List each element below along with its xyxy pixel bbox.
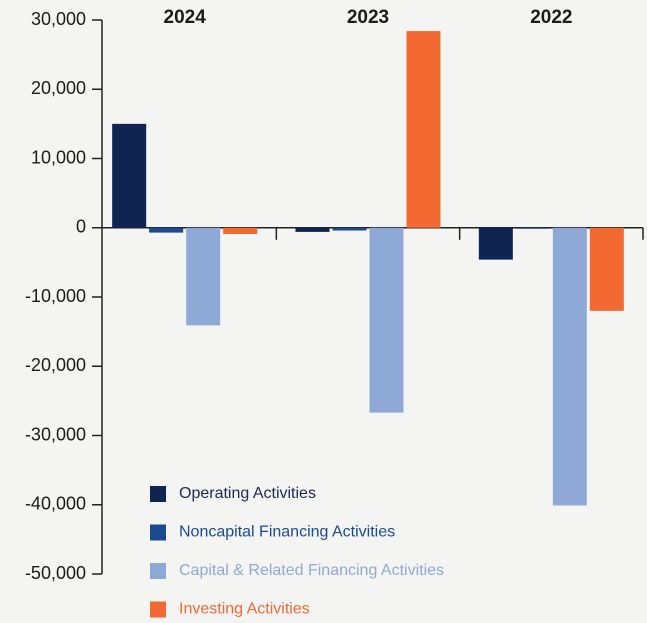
bar: [406, 31, 441, 228]
y-tick-label: 30,000: [31, 9, 86, 29]
y-tick-label: -30,000: [25, 424, 86, 444]
bar: [332, 227, 367, 231]
bar: [552, 227, 587, 506]
legend-swatch: [150, 563, 166, 579]
legend-swatch: [150, 601, 166, 618]
y-tick-label: -10,000: [25, 286, 86, 306]
category-label: 2022: [530, 7, 572, 28]
legend-label: Noncapital Financing Activities: [179, 524, 395, 541]
bar: [589, 227, 624, 311]
legend-swatch: [150, 524, 166, 541]
y-tick-label: -20,000: [25, 355, 86, 375]
y-tick-label: 0: [76, 217, 86, 237]
bar: [295, 227, 330, 232]
y-tick-label: -40,000: [25, 494, 86, 514]
legend-label: Capital & Related Financing Activities: [179, 562, 444, 579]
category-label: 2024: [164, 7, 207, 28]
y-tick-label: 20,000: [31, 78, 86, 98]
legend-label: Operating Activities: [179, 485, 316, 502]
category-label: 2023: [347, 7, 389, 28]
bar: [223, 227, 258, 234]
bar: [478, 227, 513, 260]
bar: [186, 227, 221, 326]
bar: [112, 123, 147, 228]
y-tick-label: -50,000: [25, 563, 86, 583]
bar: [515, 227, 550, 229]
legend-swatch: [150, 486, 166, 502]
bar: [369, 227, 404, 413]
y-tick-label: 10,000: [31, 147, 86, 167]
legend-label: Investing Activities: [179, 601, 310, 618]
bar: [149, 227, 184, 233]
